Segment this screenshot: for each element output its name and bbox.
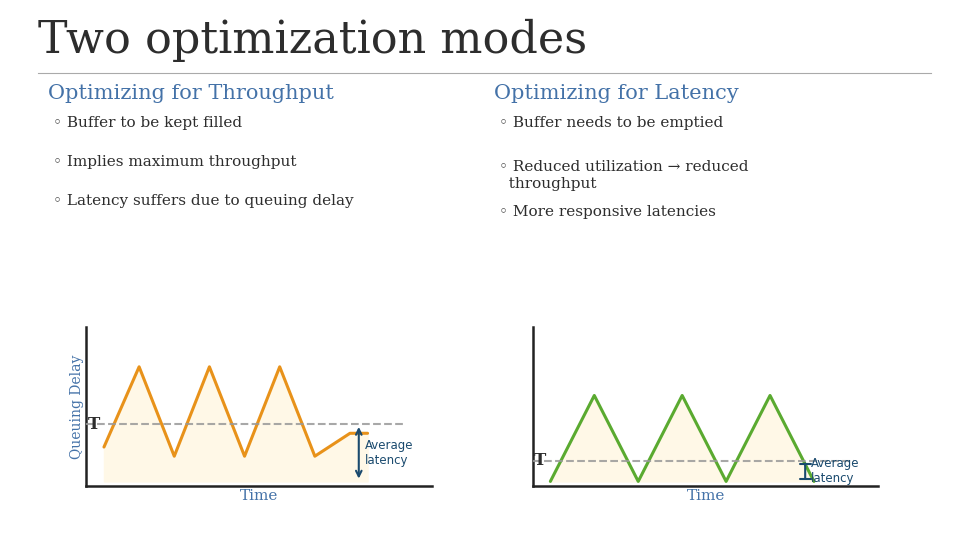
Text: T: T <box>535 453 546 469</box>
Text: Computing: Computing <box>65 523 108 532</box>
Text: ◦ Latency suffers due to queuing delay: ◦ Latency suffers due to queuing delay <box>53 194 353 208</box>
Text: ◦ Implies maximum throughput: ◦ Implies maximum throughput <box>53 155 297 169</box>
Text: School of: School of <box>65 509 100 518</box>
Text: ◦ More responsive latencies: ◦ More responsive latencies <box>499 205 716 219</box>
Text: ◦ Buffer to be kept filled: ◦ Buffer to be kept filled <box>53 116 242 130</box>
Text: NUS: NUS <box>21 511 51 524</box>
Text: Optimizing for Throughput: Optimizing for Throughput <box>48 84 334 103</box>
Text: T: T <box>88 416 100 433</box>
Text: CoNEXT ’17 Seoul, Incheon: CoNEXT ’17 Seoul, Incheon <box>154 515 304 525</box>
Text: Average
latency: Average latency <box>365 439 413 467</box>
Text: Average
latency: Average latency <box>811 457 859 485</box>
Y-axis label: Queuing Delay: Queuing Delay <box>70 354 84 458</box>
X-axis label: Time: Time <box>240 489 278 503</box>
X-axis label: Time: Time <box>686 489 725 503</box>
Text: Two optimization modes: Two optimization modes <box>38 19 588 62</box>
Text: ◦ Reduced utilization → reduced
  throughput: ◦ Reduced utilization → reduced throughp… <box>499 160 749 191</box>
Text: ◦ Buffer needs to be emptied: ◦ Buffer needs to be emptied <box>499 116 724 130</box>
Text: Optimizing for Latency: Optimizing for Latency <box>494 84 739 103</box>
Text: 24: 24 <box>921 513 936 526</box>
